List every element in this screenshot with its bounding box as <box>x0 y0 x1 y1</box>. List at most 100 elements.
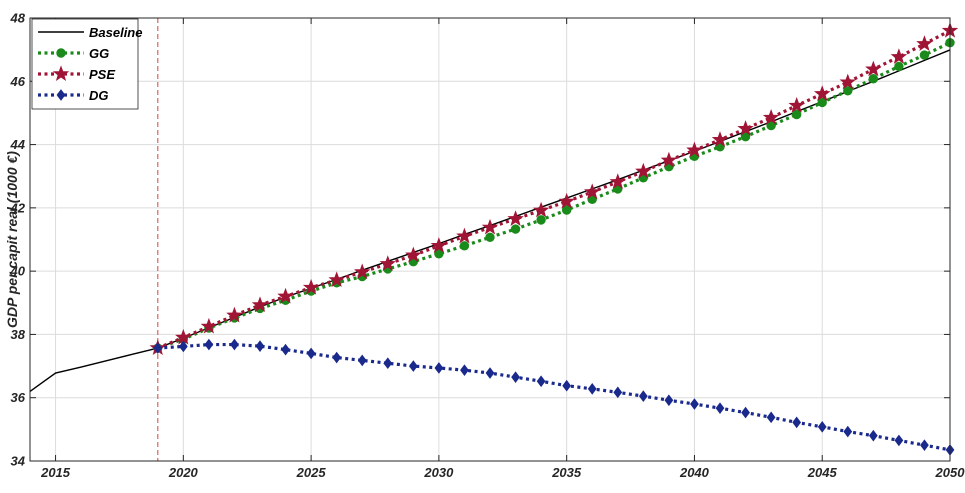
data-point-pse <box>353 263 371 280</box>
data-point-dg <box>434 362 444 374</box>
data-point-pse <box>916 35 933 51</box>
data-point-pse <box>226 306 243 323</box>
data-point-pse <box>788 96 805 113</box>
legend-label-gg: GG <box>89 46 109 61</box>
data-point-dg <box>153 342 163 354</box>
data-point-pse <box>686 141 703 158</box>
data-point-dg <box>587 383 597 395</box>
data-point-dg <box>383 357 393 370</box>
x-tick-label: 2025 <box>296 465 327 480</box>
data-point-dg <box>715 402 725 414</box>
data-point-dg <box>817 420 827 433</box>
data-point-pse <box>277 287 294 304</box>
legend-marker-dg <box>56 89 66 101</box>
legend-item-gg: GG <box>38 46 109 61</box>
data-point-pse <box>558 192 575 209</box>
data-point-pse <box>762 109 780 125</box>
y-tick-label: 38 <box>11 327 26 342</box>
legend-item-pse: PSE <box>38 65 115 82</box>
data-point-pse <box>200 317 218 334</box>
data-point-pse <box>456 227 473 244</box>
data-point-dg <box>894 434 904 447</box>
data-point-dg <box>357 354 367 367</box>
x-tick-label: 2035 <box>551 465 582 480</box>
legend-marker-pse <box>52 65 70 82</box>
data-point-dg <box>868 429 878 442</box>
legend-label-dg: DG <box>89 88 109 103</box>
data-point-pse <box>481 218 499 235</box>
data-point-pse <box>507 210 524 226</box>
data-point-gg <box>740 131 751 142</box>
legend: Baseline GG PSE DG <box>31 18 142 110</box>
series-line-dg <box>157 342 951 452</box>
legend-item-dg: DG <box>38 88 109 103</box>
data-point-pse <box>609 173 627 189</box>
data-point-dg <box>638 390 648 402</box>
data-point-dg <box>792 416 802 429</box>
data-point-gg <box>459 241 470 251</box>
data-point-dg <box>766 411 776 424</box>
data-point-dg <box>485 367 495 379</box>
legend-label-pse: PSE <box>89 67 115 82</box>
data-point-pse <box>660 151 678 168</box>
data-point-gg <box>817 97 827 108</box>
data-point-dg <box>536 375 546 388</box>
data-point-dg <box>230 338 239 351</box>
data-point-pse <box>302 278 320 295</box>
data-point-dg <box>204 338 214 351</box>
y-tick-label: 40 <box>10 264 26 279</box>
x-tick-label: 2030 <box>423 465 454 480</box>
data-point-dg <box>511 371 520 383</box>
tick-layer: 2015 2020 2025 2030 2035 2040 2045 2050 34 36 38 40… <box>10 11 965 481</box>
data-point-dg <box>408 360 418 372</box>
data-point-pse <box>405 246 422 263</box>
legend-box <box>31 18 139 110</box>
x-tick-label: 2040 <box>679 465 710 480</box>
series-layer <box>29 21 959 456</box>
data-point-gg <box>843 86 853 96</box>
data-point-pse <box>328 271 345 288</box>
data-point-pse <box>865 60 882 77</box>
data-point-gg <box>485 232 495 242</box>
legend-label-baseline: Baseline <box>89 25 142 40</box>
plot-frame <box>29 17 951 462</box>
series-pse <box>149 21 959 356</box>
legend-marker-gg <box>56 48 66 58</box>
data-point-dg <box>664 394 674 407</box>
data-point-pse <box>890 48 908 64</box>
legend-item-baseline: Baseline <box>38 25 142 40</box>
data-point-dg <box>178 340 188 353</box>
data-point-gg <box>536 215 546 225</box>
series-dg <box>153 338 955 456</box>
x-tick-label: 2020 <box>168 465 199 480</box>
data-point-pse <box>251 296 269 313</box>
data-point-dg <box>741 406 750 419</box>
y-tick-label: 36 <box>11 390 26 405</box>
data-point-dg <box>613 386 623 399</box>
x-tick-label: 2015 <box>40 465 71 480</box>
x-tick-label: 2050 <box>935 465 965 480</box>
y-axis-label: GDP per capit real (1000 €) <box>4 151 20 328</box>
series-line-gg <box>157 41 951 350</box>
data-point-gg <box>510 224 521 234</box>
y-tick-label: 34 <box>11 454 26 469</box>
y-tick-label: 42 <box>10 200 26 215</box>
data-point-pse <box>839 73 857 90</box>
data-point-dg <box>306 347 316 360</box>
x-tick-label: 2045 <box>807 465 838 480</box>
data-point-dg <box>562 379 572 392</box>
data-point-pse <box>430 237 448 253</box>
data-point-dg <box>281 343 290 356</box>
data-point-pse <box>635 162 652 179</box>
data-point-gg <box>434 249 444 259</box>
data-point-gg <box>791 109 802 120</box>
data-point-dg <box>255 340 265 352</box>
data-point-gg <box>919 50 930 60</box>
y-tick-label: 46 <box>10 74 26 89</box>
data-point-pse <box>813 85 831 101</box>
data-point-gg <box>561 205 572 215</box>
data-point-dg <box>690 398 699 410</box>
data-point-pse <box>737 120 754 136</box>
data-point-pse <box>711 131 729 147</box>
